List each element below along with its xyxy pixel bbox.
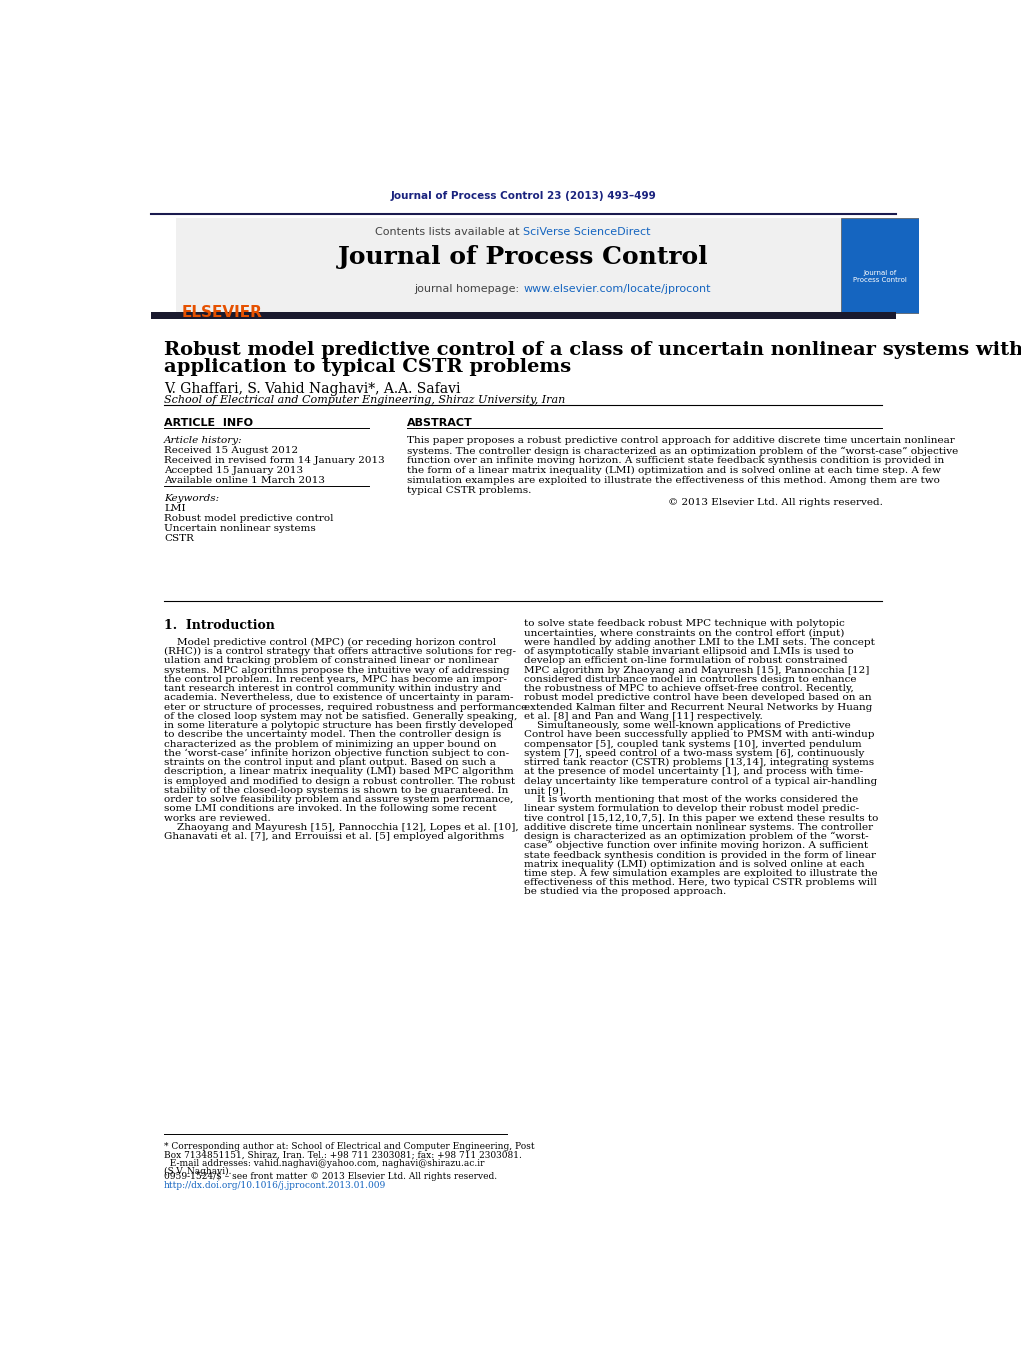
Text: CSTR: CSTR [164, 534, 194, 543]
Text: SciVerse ScienceDirect: SciVerse ScienceDirect [523, 227, 650, 236]
Text: function over an infinite moving horizon. A sufficient state feedback synthesis : function over an infinite moving horizon… [406, 457, 943, 465]
Text: Zhaoyang and Mayuresh [15], Pannocchia [12], Lopes et al. [10],: Zhaoyang and Mayuresh [15], Pannocchia [… [164, 823, 519, 832]
Text: http://dx.doi.org/10.1016/j.jprocont.2013.01.009: http://dx.doi.org/10.1016/j.jprocont.201… [164, 1181, 386, 1190]
Text: develop an efficient on-line formulation of robust constrained: develop an efficient on-line formulation… [524, 657, 847, 666]
Text: compensator [5], coupled tank systems [10], inverted pendulum: compensator [5], coupled tank systems [1… [524, 739, 862, 748]
Text: Journal of Process Control 23 (2013) 493–499: Journal of Process Control 23 (2013) 493… [390, 192, 657, 201]
Text: to describe the uncertainty model. Then the controller design is: to describe the uncertainty model. Then … [164, 731, 501, 739]
Text: characterized as the problem of minimizing an upper bound on: characterized as the problem of minimizi… [164, 739, 496, 748]
Text: the control problem. In recent years, MPC has become an impor-: the control problem. In recent years, MP… [164, 676, 507, 684]
Text: Uncertain nonlinear systems: Uncertain nonlinear systems [164, 524, 315, 534]
Text: E-mail addresses: vahid.naghavi@yahoo.com, naghavi@shirazu.ac.ir: E-mail addresses: vahid.naghavi@yahoo.co… [164, 1159, 485, 1167]
Text: ELSEVIER: ELSEVIER [182, 304, 262, 320]
Text: (RHC)) is a control strategy that offers attractive solutions for reg-: (RHC)) is a control strategy that offers… [164, 647, 516, 657]
Text: considered disturbance model in controllers design to enhance: considered disturbance model in controll… [524, 676, 857, 684]
Text: linear system formulation to develop their robust model predic-: linear system formulation to develop the… [524, 804, 859, 813]
Text: straints on the control input and plant output. Based on such a: straints on the control input and plant … [164, 758, 496, 767]
Text: case” objective function over infinite moving horizon. A sufficient: case” objective function over infinite m… [524, 842, 868, 850]
Text: uncertainties, where constraints on the control effort (input): uncertainties, where constraints on the … [524, 628, 844, 638]
Text: Keywords:: Keywords: [164, 494, 220, 503]
Text: © 2013 Elsevier Ltd. All rights reserved.: © 2013 Elsevier Ltd. All rights reserved… [668, 497, 882, 507]
Text: effectiveness of this method. Here, two typical CSTR problems will: effectiveness of this method. Here, two … [524, 878, 876, 888]
Text: stability of the closed-loop systems is shown to be guaranteed. In: stability of the closed-loop systems is … [164, 786, 508, 794]
Text: additive discrete time uncertain nonlinear systems. The controller: additive discrete time uncertain nonline… [524, 823, 873, 832]
Text: academia. Nevertheless, due to existence of uncertainty in param-: academia. Nevertheless, due to existence… [164, 693, 514, 703]
Text: Accepted 15 January 2013: Accepted 15 January 2013 [164, 466, 303, 476]
Text: description, a linear matrix inequality (LMI) based MPC algorithm: description, a linear matrix inequality … [164, 767, 514, 777]
Text: (S.V. Naghavi).: (S.V. Naghavi). [164, 1167, 232, 1177]
FancyBboxPatch shape [840, 219, 920, 313]
Text: order to solve feasibility problem and assure system performance,: order to solve feasibility problem and a… [164, 794, 514, 804]
Text: Received 15 August 2012: Received 15 August 2012 [164, 446, 298, 455]
Text: unit [9].: unit [9]. [524, 786, 566, 794]
Text: systems. The controller design is characterized as an optimization problem of th: systems. The controller design is charac… [406, 446, 958, 455]
Text: time step. A few simulation examples are exploited to illustrate the: time step. A few simulation examples are… [524, 869, 877, 878]
Text: Journal of
Process Control: Journal of Process Control [854, 270, 907, 282]
Text: * Corresponding author at: School of Electrical and Computer Engineering, Post: * Corresponding author at: School of Ele… [164, 1142, 535, 1151]
Text: ARTICLE  INFO: ARTICLE INFO [164, 417, 253, 428]
Text: Robust model predictive control: Robust model predictive control [164, 513, 334, 523]
Text: tive control [15,12,10,7,5]. In this paper we extend these results to: tive control [15,12,10,7,5]. In this pap… [524, 813, 878, 823]
Text: LMI: LMI [164, 504, 186, 513]
Text: 0959-1524/$ – see front matter © 2013 Elsevier Ltd. All rights reserved.: 0959-1524/$ – see front matter © 2013 El… [164, 1173, 497, 1181]
Text: V. Ghaffari, S. Vahid Naghavi*, A.A. Safavi: V. Ghaffari, S. Vahid Naghavi*, A.A. Saf… [164, 381, 460, 396]
Text: Box 7134851151, Shiraz, Iran. Tel.: +98 711 2303081; fax: +98 711 2303081.: Box 7134851151, Shiraz, Iran. Tel.: +98 … [164, 1150, 522, 1159]
Text: eter or structure of processes, required robustness and performance: eter or structure of processes, required… [164, 703, 527, 712]
Text: Model predictive control (MPC) (or receding horizon control: Model predictive control (MPC) (or reced… [164, 638, 496, 647]
Text: some LMI conditions are invoked. In the following some recent: some LMI conditions are invoked. In the … [164, 804, 496, 813]
Text: 1.  Introduction: 1. Introduction [164, 620, 275, 632]
Text: of the closed loop system may not be satisfied. Generally speaking,: of the closed loop system may not be sat… [164, 712, 518, 721]
Text: www.elsevier.com/locate/jprocont: www.elsevier.com/locate/jprocont [523, 284, 711, 293]
Text: School of Electrical and Computer Engineering, Shiraz University, Iran: School of Electrical and Computer Engine… [164, 396, 566, 405]
Text: the ‘worst-case’ infinite horizon objective function subject to con-: the ‘worst-case’ infinite horizon object… [164, 748, 509, 758]
Text: were handled by adding another LMI to the LMI sets. The concept: were handled by adding another LMI to th… [524, 638, 875, 647]
Text: ulation and tracking problem of constrained linear or nonlinear: ulation and tracking problem of constrai… [164, 657, 498, 666]
Text: Contents lists available at: Contents lists available at [376, 227, 523, 236]
Text: robust model predictive control have been developed based on an: robust model predictive control have bee… [524, 693, 871, 703]
Text: the form of a linear matrix inequality (LMI) optimization and is solved online a: the form of a linear matrix inequality (… [406, 466, 940, 476]
Text: application to typical CSTR problems: application to typical CSTR problems [164, 358, 571, 377]
Text: tant research interest in control community within industry and: tant research interest in control commun… [164, 684, 501, 693]
Text: typical CSTR problems.: typical CSTR problems. [406, 486, 531, 496]
Text: ABSTRACT: ABSTRACT [406, 417, 473, 428]
Text: Journal of Process Control: Journal of Process Control [338, 246, 709, 269]
Text: to solve state feedback robust MPC technique with polytopic: to solve state feedback robust MPC techn… [524, 620, 844, 628]
FancyBboxPatch shape [176, 219, 840, 312]
Text: Robust model predictive control of a class of uncertain nonlinear systems with: Robust model predictive control of a cla… [164, 340, 1021, 359]
Text: stirred tank reactor (CSTR) problems [13,14], integrating systems: stirred tank reactor (CSTR) problems [13… [524, 758, 874, 767]
Text: et al. [8] and Pan and Wang [11] respectively.: et al. [8] and Pan and Wang [11] respect… [524, 712, 763, 721]
Text: Simultaneously, some well-known applications of Predictive: Simultaneously, some well-known applicat… [524, 721, 850, 730]
Text: journal homepage:: journal homepage: [415, 284, 523, 293]
Text: Control have been successfully applied to PMSM with anti-windup: Control have been successfully applied t… [524, 731, 874, 739]
Text: It is worth mentioning that most of the works considered the: It is worth mentioning that most of the … [524, 794, 858, 804]
Text: matrix inequality (LMI) optimization and is solved online at each: matrix inequality (LMI) optimization and… [524, 859, 864, 869]
Text: the robustness of MPC to achieve offset-free control. Recently,: the robustness of MPC to achieve offset-… [524, 684, 854, 693]
FancyBboxPatch shape [151, 312, 895, 319]
Text: of asymptotically stable invariant ellipsoid and LMIs is used to: of asymptotically stable invariant ellip… [524, 647, 854, 657]
Text: simulation examples are exploited to illustrate the effectiveness of this method: simulation examples are exploited to ill… [406, 477, 939, 485]
Text: Available online 1 March 2013: Available online 1 March 2013 [164, 477, 325, 485]
Text: system [7], speed control of a two-mass system [6], continuously: system [7], speed control of a two-mass … [524, 748, 864, 758]
Text: at the presence of model uncertainty [1], and process with time-: at the presence of model uncertainty [1]… [524, 767, 863, 777]
Text: This paper proposes a robust predictive control approach for additive discrete t: This paper proposes a robust predictive … [406, 436, 955, 446]
Text: in some literature a polytopic structure has been firstly developed: in some literature a polytopic structure… [164, 721, 514, 730]
Text: MPC algorithm by Zhaoyang and Mayuresh [15], Pannocchia [12]: MPC algorithm by Zhaoyang and Mayuresh [… [524, 666, 869, 674]
Text: extended Kalman filter and Recurrent Neural Networks by Huang: extended Kalman filter and Recurrent Neu… [524, 703, 872, 712]
Text: state feedback synthesis condition is provided in the form of linear: state feedback synthesis condition is pr… [524, 851, 876, 859]
Text: design is characterized as an optimization problem of the “worst-: design is characterized as an optimizati… [524, 832, 868, 842]
Text: Article history:: Article history: [164, 436, 243, 446]
Text: is employed and modified to design a robust controller. The robust: is employed and modified to design a rob… [164, 777, 516, 785]
Text: delay uncertainty like temperature control of a typical air-handling: delay uncertainty like temperature contr… [524, 777, 877, 785]
Text: be studied via the proposed approach.: be studied via the proposed approach. [524, 888, 726, 897]
Text: systems. MPC algorithms propose the intuitive way of addressing: systems. MPC algorithms propose the intu… [164, 666, 509, 674]
Text: Received in revised form 14 January 2013: Received in revised form 14 January 2013 [164, 457, 385, 465]
Text: Ghanavati et al. [7], and Errouissi et al. [5] employed algorithms: Ghanavati et al. [7], and Errouissi et a… [164, 832, 504, 842]
Text: works are reviewed.: works are reviewed. [164, 813, 271, 823]
